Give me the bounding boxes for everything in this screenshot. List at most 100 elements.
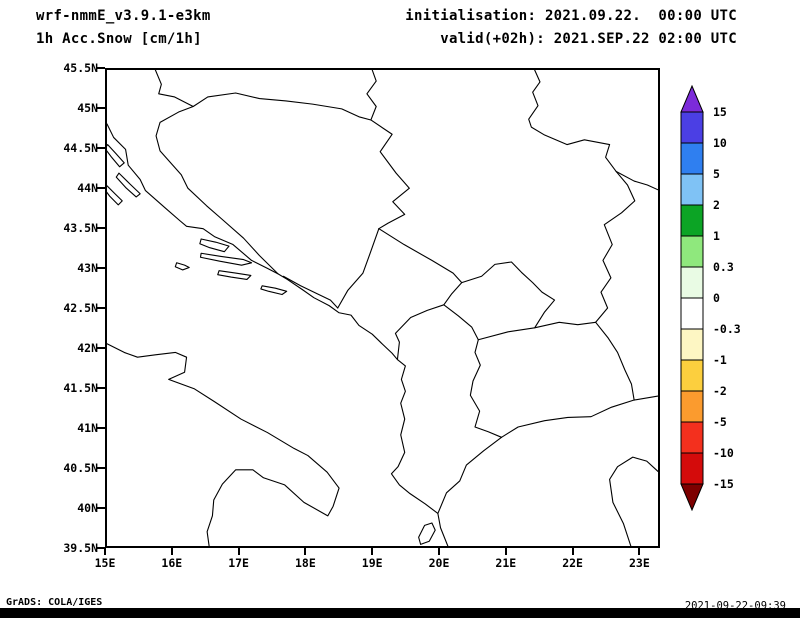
colorbar-label: 0.3 (713, 260, 734, 274)
island-vis (175, 263, 189, 270)
lat-tick-mark (97, 67, 105, 69)
map-frame (105, 68, 660, 548)
lon-tick-mark (104, 548, 106, 555)
lon-tick-label: 15E (94, 556, 116, 570)
lat-tick-label: 45.5N (63, 61, 98, 75)
lon-tick-mark (571, 548, 574, 555)
colorbar-segment (680, 173, 704, 206)
lon-tick-mark (638, 548, 641, 555)
border-montenegro-serbia (379, 229, 462, 305)
lon-tick-label: 17E (228, 556, 249, 570)
island-mljet (261, 286, 287, 295)
lat-tick-mark (97, 507, 105, 509)
lon-tick-label: 20E (428, 556, 450, 570)
lat-tick-label: 43N (77, 261, 98, 275)
lat-tick-label: 42N (77, 341, 98, 355)
border-bulgaria-romania-danube (616, 172, 658, 190)
lat-tick-mark (97, 187, 105, 189)
lon-tick-label: 23E (629, 556, 650, 570)
lat-tick-label: 41.5N (63, 381, 98, 395)
lat-tick-label: 43.5N (63, 221, 98, 235)
border-serbia-bulgaria (596, 172, 635, 323)
colorbar-segment (680, 204, 704, 237)
initialisation-time: initialisation: 2021.09.22. 00:00 UTC (405, 8, 737, 24)
coastline-greece-thermaic (610, 457, 658, 546)
lat-tick-mark (97, 467, 105, 469)
colorbar-label: 10 (713, 136, 727, 150)
lat-tick-mark (97, 267, 105, 269)
lon-tick-label: 18E (295, 556, 316, 570)
colorbar-arrow-top (680, 84, 704, 113)
lat-tick-mark (97, 547, 105, 549)
lat-tick-label: 44N (77, 181, 98, 195)
colorbar-label: -2 (713, 384, 727, 398)
border-albania-greece (438, 437, 502, 513)
border-greece-macedonia (502, 396, 658, 437)
lat-tick-mark (97, 347, 105, 349)
border-croatia-bosnia-west (156, 106, 278, 273)
lat-tick-mark (97, 427, 105, 429)
island-hvar (200, 253, 251, 265)
colorbar-arrow-bottom (680, 483, 704, 512)
lat-tick-mark (97, 307, 105, 309)
valid-time: valid(+02h): 2021.SEP.22 02:00 UTC (440, 31, 737, 47)
lon-tick-mark (170, 548, 173, 555)
border-bosnia-montenegro (338, 229, 379, 308)
colorbar-label: 2 (713, 198, 720, 212)
border-croatia-serbia-danube (367, 70, 376, 120)
lat-tick-label: 41N (77, 421, 98, 435)
colorbar-segment (680, 266, 704, 299)
colorbar-label: -10 (713, 446, 734, 460)
border-albania-east (444, 305, 502, 437)
coastline-italy (107, 344, 339, 546)
bottom-black-bar (0, 608, 800, 618)
border-bosnia-serbia-drina (371, 120, 409, 229)
lon-tick-mark (304, 548, 307, 555)
colorbar-segment (680, 359, 704, 392)
colorbar-segment (680, 111, 704, 144)
island-korcula (218, 271, 251, 280)
lat-tick-label: 40.5N (63, 461, 98, 475)
border-macedonia-bulgaria (596, 322, 634, 400)
colorbar-segment (680, 297, 704, 330)
border-kosovo-serbia (462, 262, 555, 328)
island-brac (200, 239, 229, 252)
map-svg (107, 70, 658, 546)
colorbar-segment (680, 390, 704, 423)
island-dugi-otok (107, 186, 122, 205)
colorbar-label: -1 (713, 353, 727, 367)
colorbar: 15 10 5 2 1 0.3 0 -0.3 -1 -2 -5 -10 -15 (680, 84, 775, 517)
island-ugljan (116, 173, 140, 197)
colorbar-svg (680, 84, 704, 512)
border-croatia-northwest-sava (155, 70, 370, 120)
lat-tick-mark (97, 107, 105, 109)
lon-tick-mark (237, 548, 240, 555)
colorbar-segment (680, 421, 704, 454)
colorbar-label: 15 (713, 105, 727, 119)
model-title: wrf-nmmE_v3.9.1-e3km (36, 8, 211, 24)
border-montenegro-albania (395, 305, 443, 360)
lon-tick-mark (504, 548, 507, 555)
lat-tick-label: 45N (77, 101, 98, 115)
lat-tick-mark (97, 227, 105, 229)
colorbar-label: 5 (713, 167, 720, 181)
border-serbia-romania (529, 70, 617, 172)
lon-tick-label: 19E (361, 556, 383, 570)
lon-tick-label: 21E (495, 556, 517, 570)
lat-tick-label: 44.5N (63, 141, 98, 155)
colorbar-segment (680, 328, 704, 361)
colorbar-segment (680, 235, 704, 268)
colorbar-label: -0.3 (713, 322, 741, 336)
coastline-east-adriatic (107, 124, 448, 546)
lat-tick-mark (97, 387, 105, 389)
lon-tick-mark (438, 548, 440, 555)
lat-tick-label: 42.5N (63, 301, 98, 315)
colorbar-segment (680, 142, 704, 175)
colorbar-label: 0 (713, 291, 720, 305)
colorbar-label: 1 (713, 229, 720, 243)
border-serbia-macedonia (478, 322, 595, 339)
colorbar-label: -15 (713, 477, 734, 491)
lon-tick-mark (371, 548, 374, 555)
lon-tick-label: 22E (562, 556, 583, 570)
